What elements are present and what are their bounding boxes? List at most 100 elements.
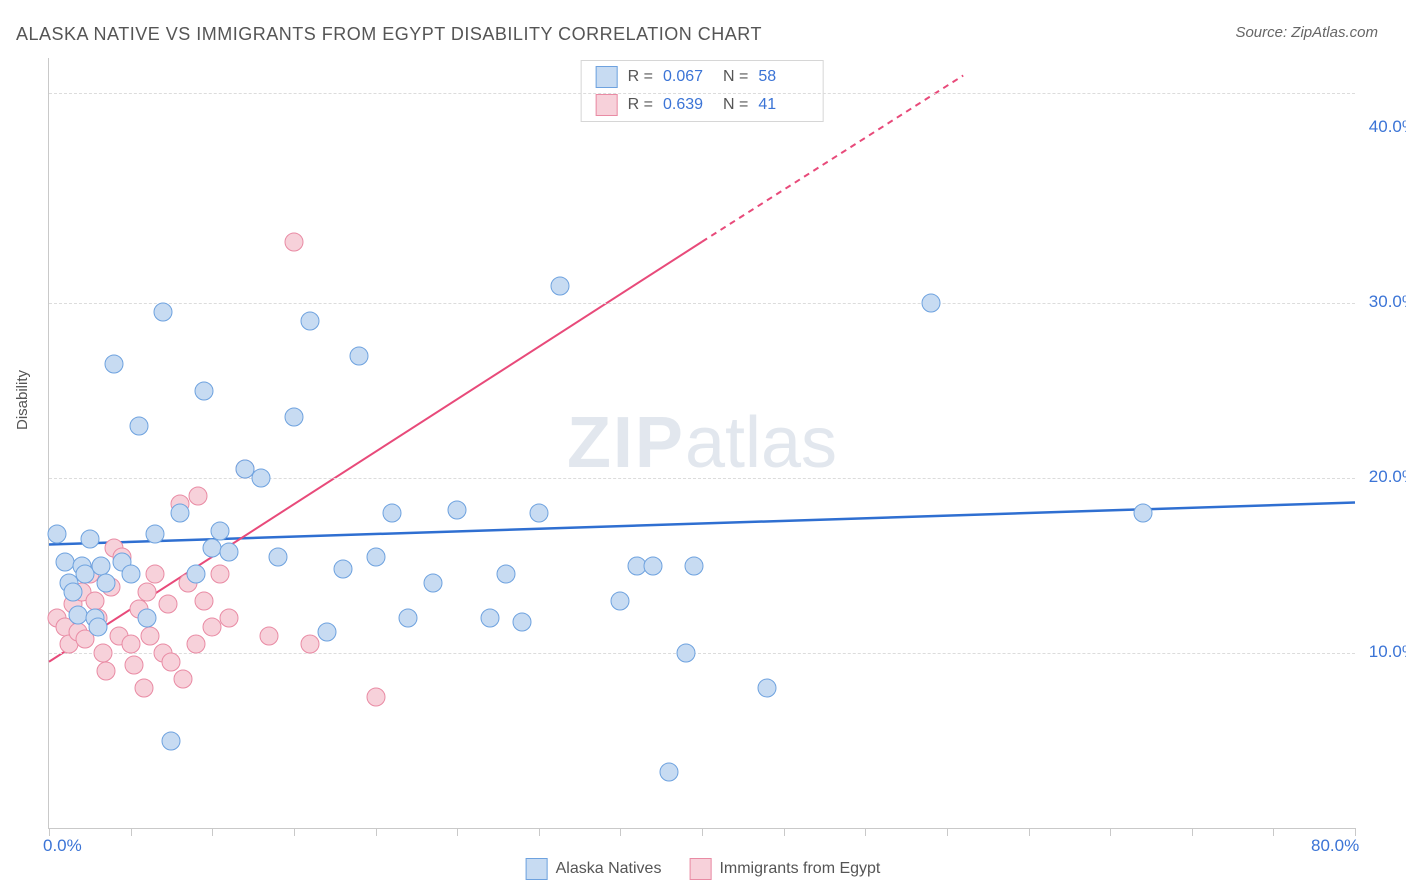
- data-point: [333, 560, 352, 579]
- data-point: [301, 635, 320, 654]
- y-axis-label: Disability: [14, 370, 31, 430]
- swatch-icon: [689, 858, 711, 880]
- data-point: [284, 407, 303, 426]
- swatch-icon: [526, 858, 548, 880]
- legend-label-a: Alaska Natives: [556, 860, 662, 878]
- data-point: [97, 574, 116, 593]
- data-point: [1133, 504, 1152, 523]
- data-point: [195, 591, 214, 610]
- data-point: [186, 635, 205, 654]
- x-tick: [49, 828, 50, 836]
- x-tick: [457, 828, 458, 836]
- data-point: [137, 609, 156, 628]
- data-point: [80, 530, 99, 549]
- data-point: [260, 626, 279, 645]
- data-point: [284, 232, 303, 251]
- data-point: [93, 644, 112, 663]
- data-point: [219, 542, 238, 561]
- data-point: [366, 547, 385, 566]
- data-point: [48, 525, 67, 544]
- legend-item-b: Immigrants from Egypt: [689, 858, 880, 880]
- data-point: [252, 469, 271, 488]
- x-tick-label: 0.0%: [43, 836, 82, 856]
- data-point: [644, 556, 663, 575]
- gridline: [49, 303, 1355, 304]
- y-tick-label: 10.0%: [1361, 642, 1406, 662]
- data-point: [366, 687, 385, 706]
- data-point: [211, 521, 230, 540]
- data-point: [170, 504, 189, 523]
- data-point: [146, 525, 165, 544]
- legend-label-b: Immigrants from Egypt: [719, 860, 880, 878]
- data-point: [173, 670, 192, 689]
- data-point: [141, 626, 160, 645]
- data-point: [423, 574, 442, 593]
- data-point: [92, 556, 111, 575]
- data-point: [124, 656, 143, 675]
- data-point: [186, 565, 205, 584]
- data-point: [162, 731, 181, 750]
- trend-line: [702, 76, 963, 242]
- data-point: [85, 591, 104, 610]
- data-point: [382, 504, 401, 523]
- x-tick: [376, 828, 377, 836]
- data-point: [268, 547, 287, 566]
- data-point: [146, 565, 165, 584]
- x-tick: [212, 828, 213, 836]
- y-tick-label: 40.0%: [1361, 117, 1406, 137]
- legend-bottom: Alaska Natives Immigrants from Egypt: [526, 858, 881, 880]
- trend-line: [49, 503, 1355, 545]
- x-tick: [1273, 828, 1274, 836]
- data-point: [399, 609, 418, 628]
- x-tick: [1029, 828, 1030, 836]
- data-point: [550, 276, 569, 295]
- data-point: [676, 644, 695, 663]
- plot-area: ZIPatlas R = 0.067 N = 58 R = 0.639 N = …: [48, 58, 1355, 829]
- chart-title: ALASKA NATIVE VS IMMIGRANTS FROM EGYPT D…: [16, 24, 762, 45]
- chart-container: ALASKA NATIVE VS IMMIGRANTS FROM EGYPT D…: [0, 0, 1406, 892]
- data-point: [317, 623, 336, 642]
- data-point: [137, 582, 156, 601]
- data-point: [660, 763, 679, 782]
- gridline: [49, 93, 1355, 94]
- data-point: [129, 416, 148, 435]
- data-point: [195, 381, 214, 400]
- x-tick: [1192, 828, 1193, 836]
- x-tick-label: 80.0%: [1311, 836, 1359, 856]
- data-point: [921, 294, 940, 313]
- x-tick: [294, 828, 295, 836]
- data-point: [121, 635, 140, 654]
- x-tick: [702, 828, 703, 836]
- data-point: [159, 595, 178, 614]
- x-tick: [865, 828, 866, 836]
- data-point: [301, 311, 320, 330]
- data-point: [684, 556, 703, 575]
- data-point: [88, 617, 107, 636]
- gridline: [49, 653, 1355, 654]
- data-point: [480, 609, 499, 628]
- data-point: [611, 591, 630, 610]
- data-point: [154, 302, 173, 321]
- x-tick: [539, 828, 540, 836]
- x-tick: [784, 828, 785, 836]
- x-tick: [1355, 828, 1356, 836]
- data-point: [350, 346, 369, 365]
- data-point: [105, 355, 124, 374]
- legend-item-a: Alaska Natives: [526, 858, 662, 880]
- y-tick-label: 20.0%: [1361, 467, 1406, 487]
- x-tick: [131, 828, 132, 836]
- data-point: [513, 612, 532, 631]
- data-point: [134, 679, 153, 698]
- data-point: [188, 486, 207, 505]
- data-point: [64, 582, 83, 601]
- y-tick-label: 30.0%: [1361, 292, 1406, 312]
- data-point: [162, 652, 181, 671]
- data-point: [529, 504, 548, 523]
- x-tick: [947, 828, 948, 836]
- source-attribution: Source: ZipAtlas.com: [1235, 24, 1378, 41]
- data-point: [97, 661, 116, 680]
- data-point: [448, 500, 467, 519]
- data-point: [219, 609, 238, 628]
- data-point: [211, 565, 230, 584]
- svg-layer: [49, 58, 1355, 828]
